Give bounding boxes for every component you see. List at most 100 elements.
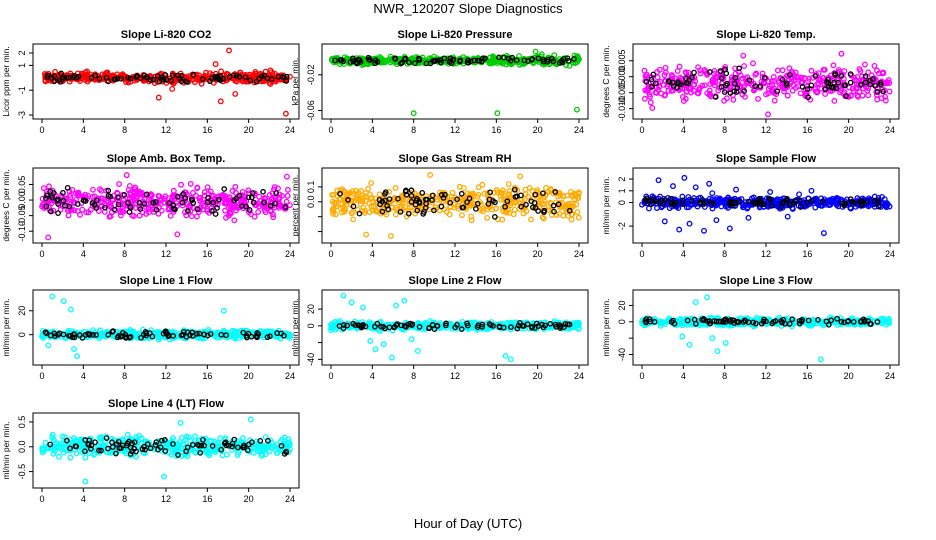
outlier-point — [817, 356, 824, 363]
outlier-point — [380, 341, 387, 348]
y-tick-label: -0.005 — [617, 80, 627, 106]
reference-point — [434, 57, 441, 64]
data-point — [879, 70, 886, 77]
reference-point — [60, 197, 67, 204]
outlier-point — [676, 226, 683, 233]
outlier-point — [706, 180, 713, 187]
data-point — [505, 181, 512, 188]
x-tick-label: 16 — [802, 371, 812, 381]
x-tick-label: 20 — [533, 249, 543, 259]
y-tick-label: 0.00 — [17, 191, 27, 209]
data-point — [145, 206, 152, 212]
scatter-points — [39, 293, 293, 360]
reference-point — [549, 55, 555, 62]
data-point — [861, 61, 868, 68]
data-point — [232, 183, 239, 190]
reference-point — [226, 73, 233, 80]
x-tick-label: 4 — [81, 371, 86, 381]
reference-point — [242, 74, 249, 81]
data-point — [48, 200, 55, 207]
data-point — [643, 73, 650, 80]
reference-point — [804, 86, 811, 92]
x-tick-label: 24 — [285, 249, 295, 259]
reference-point — [125, 74, 131, 81]
reference-point — [858, 81, 864, 88]
y-tick-label: 0.0 — [17, 441, 27, 454]
x-tick-label: 8 — [722, 125, 727, 135]
outlier-point — [174, 231, 181, 238]
reference-point — [88, 75, 95, 81]
data-point — [204, 206, 211, 213]
x-tick-label: 12 — [450, 249, 460, 259]
y-tick-label: 1 — [617, 188, 627, 193]
data-point — [190, 189, 196, 196]
data-point — [871, 62, 878, 69]
outlier-point — [169, 85, 176, 92]
reference-point — [867, 81, 874, 88]
data-point — [270, 214, 277, 221]
data-point — [284, 186, 291, 193]
x-tick-label: 0 — [328, 125, 333, 135]
data-point — [85, 209, 92, 216]
data-point — [136, 212, 143, 219]
data-point — [329, 206, 336, 213]
data-point — [755, 95, 761, 102]
reference-point — [188, 196, 195, 203]
data-point — [797, 90, 804, 97]
x-tick-label: 4 — [681, 125, 686, 135]
reference-point — [555, 201, 562, 208]
plot-frame — [32, 289, 300, 366]
data-point — [85, 192, 91, 199]
outlier-point — [401, 297, 408, 304]
reference-point — [147, 77, 154, 84]
x-tick-label: 4 — [81, 249, 86, 259]
reference-point — [833, 85, 840, 92]
x-tick-label: 16 — [802, 249, 812, 259]
data-point — [475, 191, 482, 198]
reference-point — [250, 190, 256, 196]
data-point — [798, 74, 805, 81]
x-tick-label: 12 — [761, 371, 771, 381]
reference-point — [337, 190, 343, 197]
outlier-point — [765, 111, 772, 118]
outlier-point — [71, 346, 77, 352]
outlier-point — [726, 225, 733, 232]
outlier-point — [767, 189, 774, 195]
data-point — [854, 85, 861, 92]
x-tick-label: 0 — [39, 125, 44, 135]
reference-point — [757, 83, 764, 90]
outlier-point — [745, 214, 752, 221]
reference-point — [532, 205, 539, 211]
reference-point — [126, 209, 133, 215]
x-tick-label: 24 — [285, 371, 295, 381]
reference-point — [105, 187, 112, 194]
reference-point — [808, 82, 815, 89]
data-point — [498, 189, 504, 196]
data-point — [642, 87, 649, 94]
data-point — [873, 91, 880, 98]
y-axis-label: degrees C per min. — [1, 169, 11, 241]
data-point — [222, 193, 229, 199]
y-tick-label: -40 — [306, 353, 316, 366]
reference-point — [501, 54, 507, 61]
data-point — [723, 95, 730, 102]
outlier-point — [60, 298, 67, 305]
data-point — [654, 74, 661, 81]
reference-point — [457, 57, 464, 64]
reference-point — [48, 75, 55, 81]
reference-point — [233, 72, 240, 79]
reference-point — [125, 200, 131, 206]
data-point — [103, 187, 110, 194]
data-point — [779, 67, 786, 74]
reference-point — [385, 206, 391, 213]
data-point — [886, 88, 893, 95]
outlier-point — [714, 348, 721, 355]
outlier-point — [155, 94, 162, 101]
data-point — [75, 189, 82, 196]
outlier-point — [573, 106, 580, 113]
reference-point — [480, 55, 486, 62]
data-point — [349, 209, 356, 215]
reference-point — [550, 202, 557, 209]
x-tick-label: 20 — [244, 249, 254, 259]
data-point — [668, 72, 675, 79]
